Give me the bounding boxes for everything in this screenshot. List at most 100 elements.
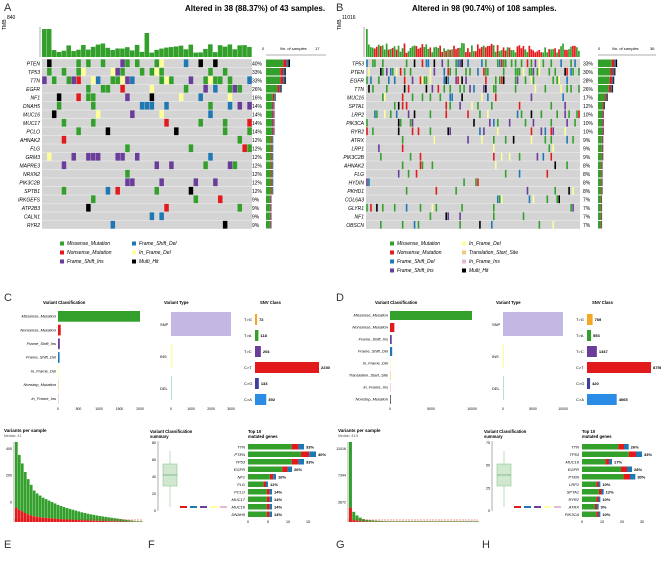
mutation-cell — [208, 102, 212, 110]
legend-swatch-frame_shift_del — [390, 260, 394, 264]
mutation-cell — [402, 136, 404, 144]
side-bar-segment — [605, 94, 606, 102]
side-bar-segment — [271, 179, 272, 187]
side-bar-segment — [604, 102, 605, 110]
mutation-cell — [541, 110, 543, 118]
mutation-cell — [372, 127, 374, 135]
sample-bar — [463, 521, 466, 522]
side-bar-segment — [266, 187, 271, 195]
top-gene-percent: 33% — [644, 452, 652, 457]
sample-bar-segment — [113, 521, 116, 522]
mutation-cell — [495, 161, 497, 169]
sample-bar — [27, 479, 30, 514]
top-gene-percent: 10% — [602, 512, 610, 517]
gene-percent: 9% — [252, 206, 260, 212]
gene-label-nf1: NF1 — [355, 214, 365, 220]
mutation-cell — [150, 85, 154, 93]
mutation-cell — [368, 178, 370, 186]
mutation-cell — [228, 161, 232, 169]
top-gene-bar-segment — [630, 474, 635, 480]
tmb-bar — [149, 53, 154, 57]
mutation-cell — [164, 102, 168, 110]
mutation-cell — [57, 93, 61, 101]
mutation-cell — [499, 195, 501, 203]
vc-tick: 500 — [76, 407, 82, 411]
sample-bar — [352, 512, 355, 520]
panel-a-title: Altered in 38 (88.37%) of 43 samples. — [185, 4, 325, 13]
gene-percent: 12% — [252, 163, 263, 169]
sample-bar-segment — [80, 520, 83, 522]
mutation-cell — [218, 195, 222, 203]
mutation-cell — [521, 59, 523, 67]
side-bar-segment — [613, 77, 614, 85]
vc-tick: 10000 — [467, 407, 477, 411]
top-gene-bar-segment — [267, 512, 270, 518]
legend-swatch-frame_shift_ins — [60, 260, 64, 264]
side-bar-segment — [598, 111, 602, 119]
sample-bar — [453, 521, 456, 522]
sample-bar — [78, 511, 81, 520]
mutation-cell — [396, 68, 398, 76]
mutation-cell — [91, 195, 95, 203]
mutation-cell — [449, 85, 451, 93]
gene-percent: 17% — [583, 95, 594, 101]
top-gene-bar — [248, 444, 292, 450]
gene-percent: 33% — [583, 61, 594, 67]
tmb-bar — [519, 45, 521, 57]
mutation-cell — [465, 68, 467, 76]
snv-value-label: 769 — [595, 317, 602, 322]
side-bar-segment — [289, 60, 290, 68]
mutation-cell — [447, 68, 449, 76]
mutation-cell — [432, 204, 434, 212]
mutation-cell — [545, 127, 547, 135]
side-bar-segment — [598, 85, 609, 93]
tmb-bar — [374, 49, 376, 57]
sample-bar-segment — [356, 521, 359, 522]
mutation-cell — [434, 136, 436, 144]
gene-percent: 14% — [252, 129, 263, 135]
top-gene-bar-segment — [267, 504, 270, 510]
gene-percent: 12% — [252, 189, 263, 195]
tmb-bar — [410, 48, 412, 57]
vt-label: INS — [492, 354, 499, 359]
side-bar-segment — [274, 111, 275, 119]
vt-label: DEL — [492, 386, 501, 391]
gene-label-atrx: ATRX — [350, 138, 365, 144]
tmb-bar — [455, 49, 457, 57]
gene-label-irkgefs: IRKGEFS — [18, 197, 41, 203]
tmb-bar — [384, 50, 386, 57]
sample-bar — [30, 485, 33, 515]
mutation-cell — [487, 93, 489, 101]
mutation-cell — [447, 59, 449, 67]
mutation-cell — [497, 119, 499, 127]
vc-title: Variant Classification — [43, 300, 86, 305]
mutation-cell — [111, 68, 115, 76]
mutation-cell — [519, 102, 521, 110]
sample-bar-segment — [362, 521, 365, 522]
mutation-cell — [208, 68, 212, 76]
legend-swatch-translation_start — [462, 251, 466, 255]
gene-percent: 9% — [252, 214, 260, 220]
tmb-bar — [439, 46, 441, 57]
legend-label-frame_shift_del: Frame_Shift_Del — [397, 259, 435, 265]
sample-bar — [375, 521, 378, 522]
sample-bar — [447, 521, 450, 522]
mutation-cell — [410, 68, 412, 76]
mutation-cell — [406, 59, 408, 67]
mutation-cell — [380, 153, 382, 161]
vc-bar — [390, 383, 391, 392]
top-gene-label: LRP2 — [569, 482, 580, 487]
mutation-cell — [76, 68, 80, 76]
sample-bar — [15, 442, 18, 508]
panel-b-axis-tick-0: 0 — [598, 46, 601, 51]
mutation-cell — [366, 127, 368, 135]
sample-bar — [404, 521, 407, 522]
sample-bar-segment — [57, 519, 60, 522]
snv-value-label: 4065 — [619, 397, 629, 402]
side-bar-segment — [266, 68, 280, 76]
top-gene-bar-segment — [292, 444, 299, 450]
box-title: summary — [150, 434, 169, 439]
tmb-bar — [368, 45, 370, 57]
mutation-cell — [372, 85, 374, 93]
